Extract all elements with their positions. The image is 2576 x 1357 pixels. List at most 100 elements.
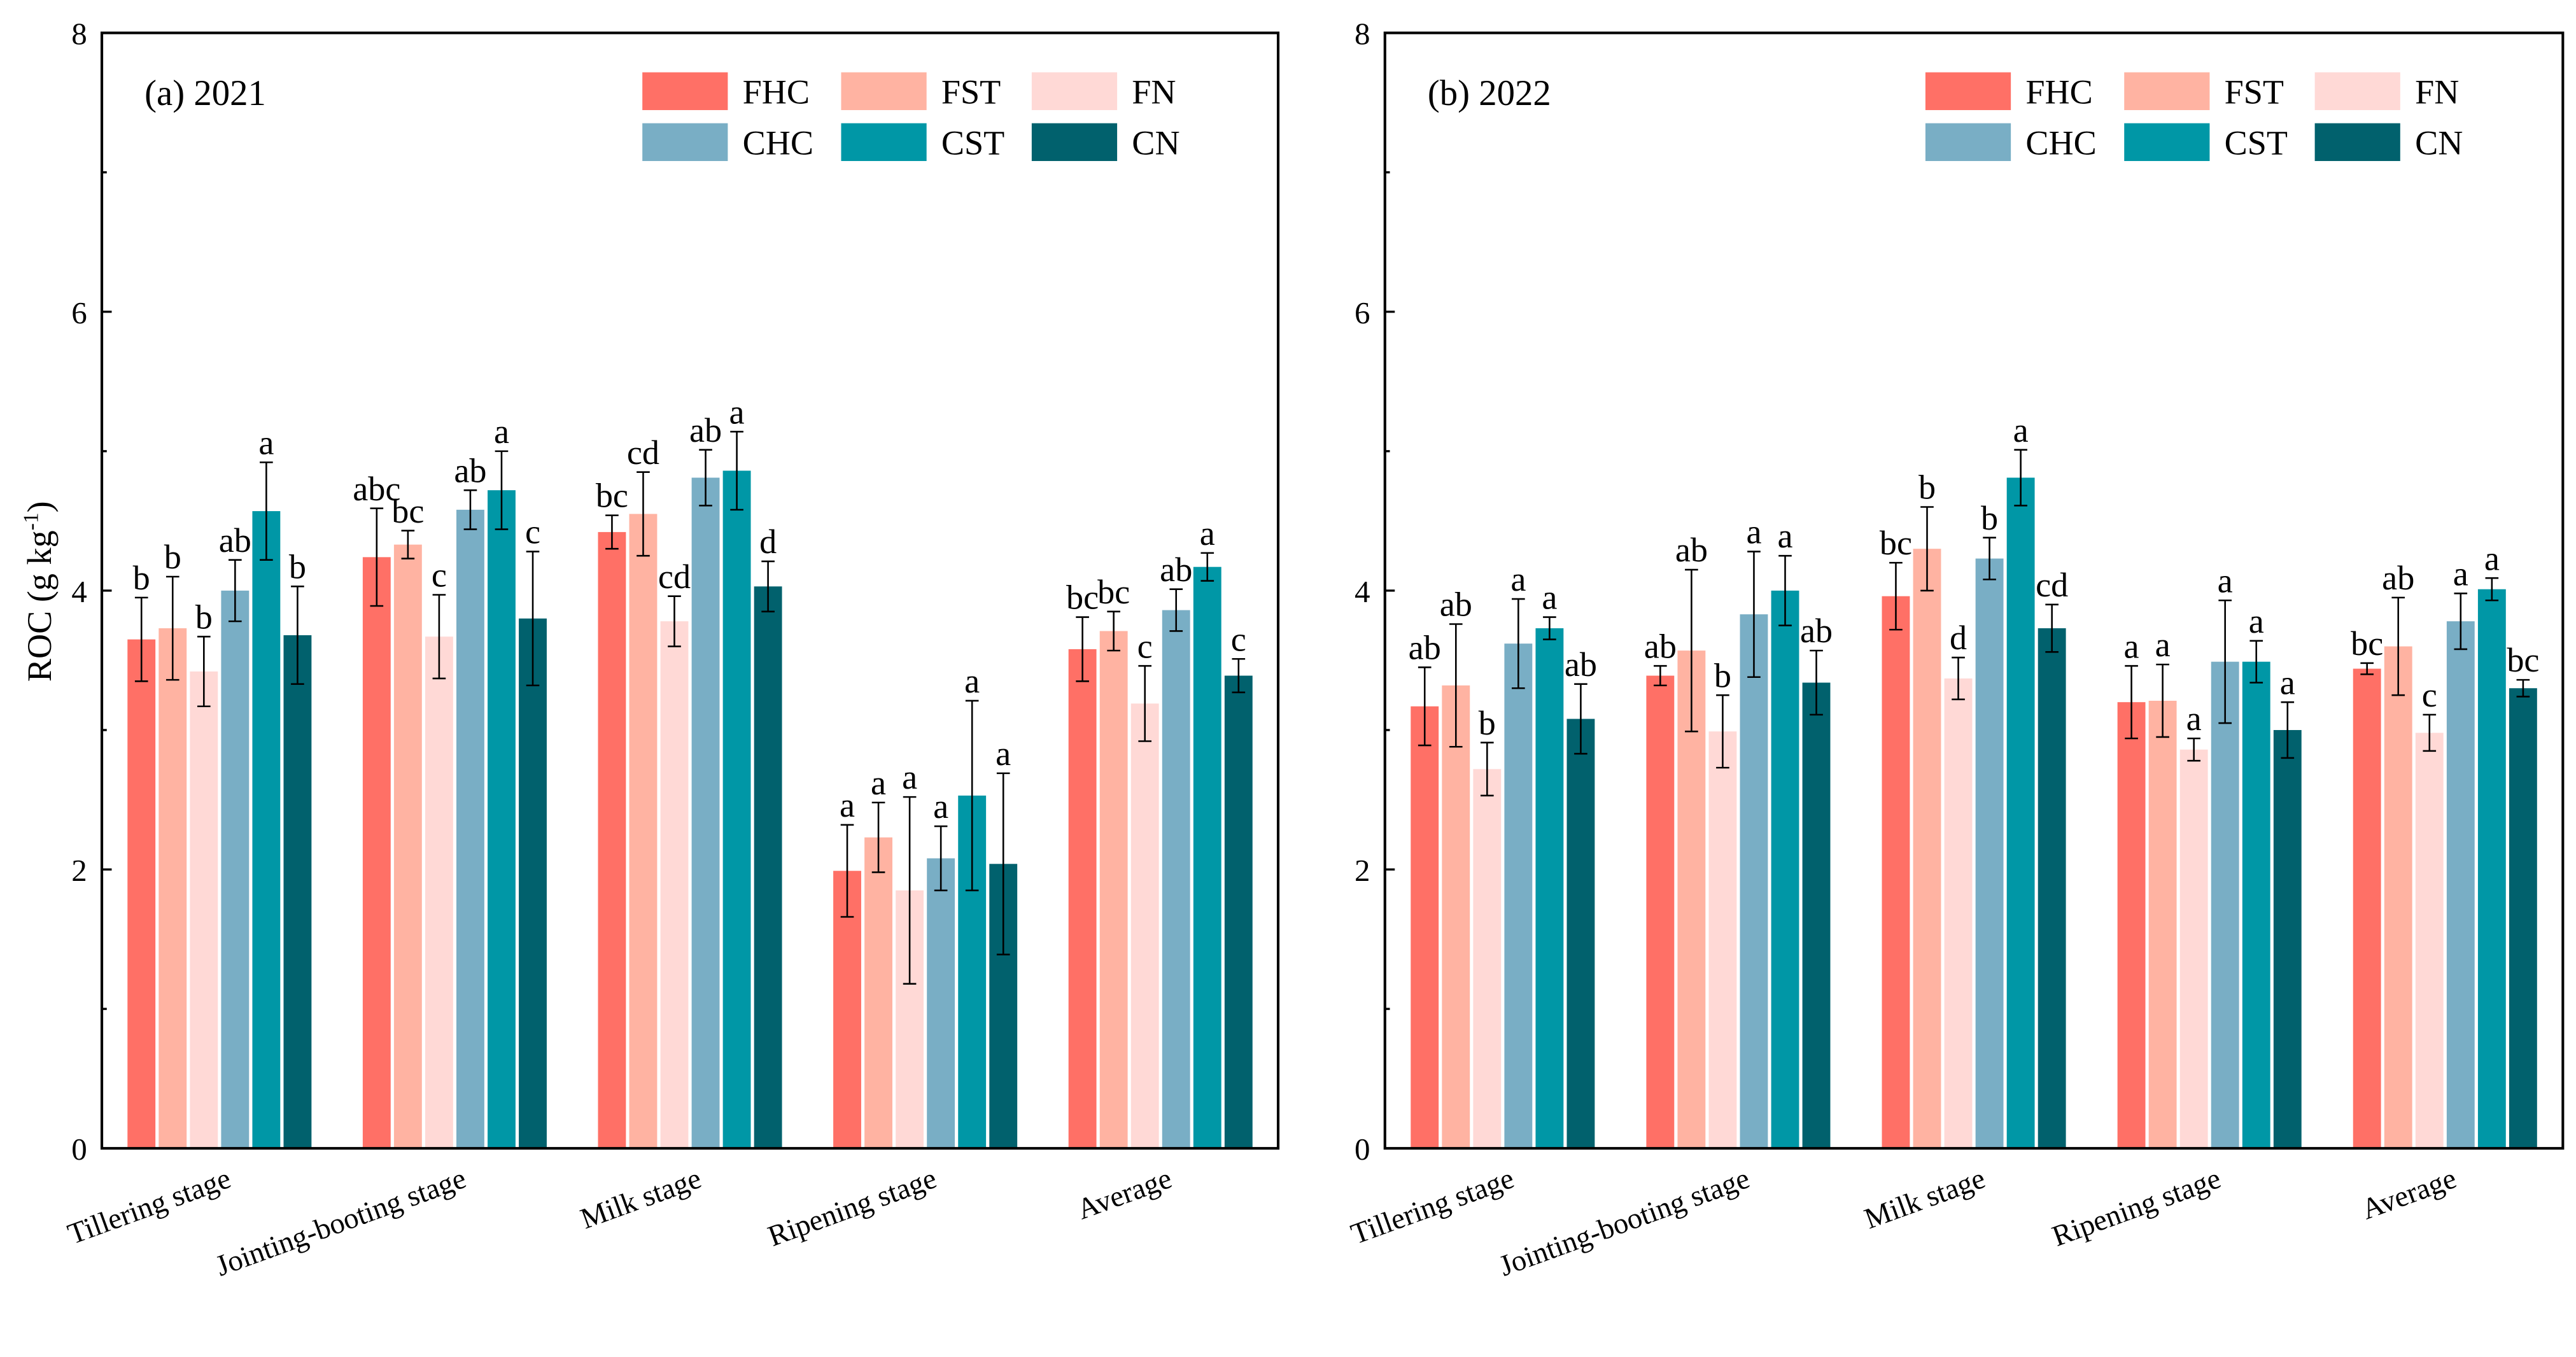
significance-letter: ab xyxy=(219,521,251,559)
significance-letter: a xyxy=(2155,626,2171,664)
bar-fn xyxy=(1130,703,1159,1149)
y-tick-label: 0 xyxy=(71,1132,87,1167)
legend-swatch-fn xyxy=(2314,72,2400,110)
bar-fn xyxy=(660,621,689,1149)
bar-cn xyxy=(283,635,312,1149)
bar-fhc xyxy=(127,639,156,1149)
bar-fst xyxy=(158,628,187,1149)
significance-letter: a xyxy=(1746,513,1761,551)
bar-cst xyxy=(1535,628,1564,1149)
significance-letter: a xyxy=(2453,554,2468,593)
legend-label: CHC xyxy=(2025,124,2096,162)
significance-letter: a xyxy=(996,735,1011,773)
legend-swatch-cst xyxy=(841,123,927,161)
significance-letter: b xyxy=(133,559,150,597)
legend-swatch-chc xyxy=(1925,123,2011,161)
legend-label: FST xyxy=(2225,73,2284,111)
significance-letter: ab xyxy=(1565,645,1597,684)
significance-letter: ab xyxy=(1644,627,1677,665)
significance-letter: abc xyxy=(353,470,400,508)
y-tick-label: 4 xyxy=(71,574,87,609)
bar-cst xyxy=(2006,477,2035,1149)
significance-letter: a xyxy=(1510,560,1526,598)
y-tick-label: 2 xyxy=(1355,853,1370,888)
significance-letter: ab xyxy=(1440,586,1472,624)
x-tick-label: Jointing-booting stage xyxy=(1495,1162,1754,1283)
legend-label: FHC xyxy=(743,73,810,111)
legend-label: CST xyxy=(2225,124,2288,162)
significance-letter: bc xyxy=(391,492,424,530)
significance-letter: cd xyxy=(627,433,659,472)
bar-cst xyxy=(252,511,281,1149)
legend-label: FST xyxy=(941,73,1001,111)
y-tick-label: 2 xyxy=(71,853,87,888)
bar-fn xyxy=(2415,733,2444,1149)
significance-letter: b xyxy=(1714,656,1731,694)
legend-swatch-fst xyxy=(2124,72,2210,110)
significance-letter: a xyxy=(729,393,745,431)
bar-fst xyxy=(864,837,892,1149)
significance-letter: bc xyxy=(1066,579,1099,617)
legend-swatch-cn xyxy=(1031,123,1118,161)
bar-cn xyxy=(2509,688,2537,1149)
bar-fn xyxy=(425,636,453,1149)
y-tick-label: 4 xyxy=(1355,574,1370,609)
bar-fhc xyxy=(598,531,626,1149)
significance-letter: a xyxy=(2186,700,2202,738)
significance-letter: ab xyxy=(2382,559,2414,597)
significance-letter: a xyxy=(1777,517,1792,555)
legend-swatch-cn xyxy=(2314,123,2400,161)
legend-swatch-fst xyxy=(841,72,927,110)
significance-letter: b xyxy=(195,598,213,636)
significance-letter: cd xyxy=(2036,566,2068,604)
bar-chc xyxy=(2446,621,2475,1149)
x-tick-label: Milk stage xyxy=(577,1162,706,1235)
legend-swatch-cst xyxy=(2124,123,2210,161)
significance-letter: ab xyxy=(689,411,722,449)
significance-letter: bc xyxy=(596,477,628,515)
significance-letter: c xyxy=(1137,627,1153,665)
significance-letter: a xyxy=(2280,663,2295,701)
x-tick-label: Ripening stage xyxy=(764,1162,941,1253)
bar-chc xyxy=(221,590,250,1149)
bar-fhc xyxy=(1646,675,1675,1149)
panel-title: (b) 2022 xyxy=(1428,73,1551,113)
legend-label: CST xyxy=(941,124,1004,162)
significance-letter: a xyxy=(494,412,509,451)
bar-fst xyxy=(1913,549,1941,1149)
significance-letter: bc xyxy=(2507,641,2539,679)
y-tick-label: 6 xyxy=(1355,295,1370,330)
bar-fn xyxy=(1944,678,1973,1149)
bar-cn xyxy=(1802,682,1831,1149)
significance-letter: c xyxy=(2422,676,2437,714)
significance-letter: d xyxy=(1950,619,1967,657)
y-axis-label: ROC (g kg-1) xyxy=(19,501,59,682)
bar-cn xyxy=(1566,719,1595,1149)
significance-letter: ab xyxy=(1800,612,1833,650)
significance-letter: a xyxy=(933,787,948,826)
bar-cn xyxy=(2038,628,2066,1149)
x-tick-label: Ripening stage xyxy=(2048,1162,2225,1253)
legend-swatch-fhc xyxy=(1925,72,2011,110)
legend-label: CHC xyxy=(743,124,813,162)
significance-letter: a xyxy=(964,662,980,700)
bar-cst xyxy=(2242,661,2270,1149)
legend-label: CN xyxy=(1132,124,1179,162)
x-tick-label: Tillering stage xyxy=(1347,1162,1518,1251)
bar-fst xyxy=(2384,646,2412,1149)
bar-fhc xyxy=(362,557,391,1149)
x-tick-label: Milk stage xyxy=(1861,1162,1990,1235)
bar-chc xyxy=(1740,614,1768,1149)
bar-cn xyxy=(754,586,782,1149)
significance-letter: bc xyxy=(1097,573,1130,611)
bar-chc xyxy=(2211,661,2239,1149)
significance-letter: bc xyxy=(2351,624,2383,663)
bar-cn xyxy=(519,618,547,1149)
bar-cst xyxy=(1193,566,1221,1149)
legend-swatch-fn xyxy=(1031,72,1118,110)
bar-fhc xyxy=(2117,702,2146,1149)
bar-chc xyxy=(456,509,484,1149)
legend-label: CN xyxy=(2415,124,2463,162)
